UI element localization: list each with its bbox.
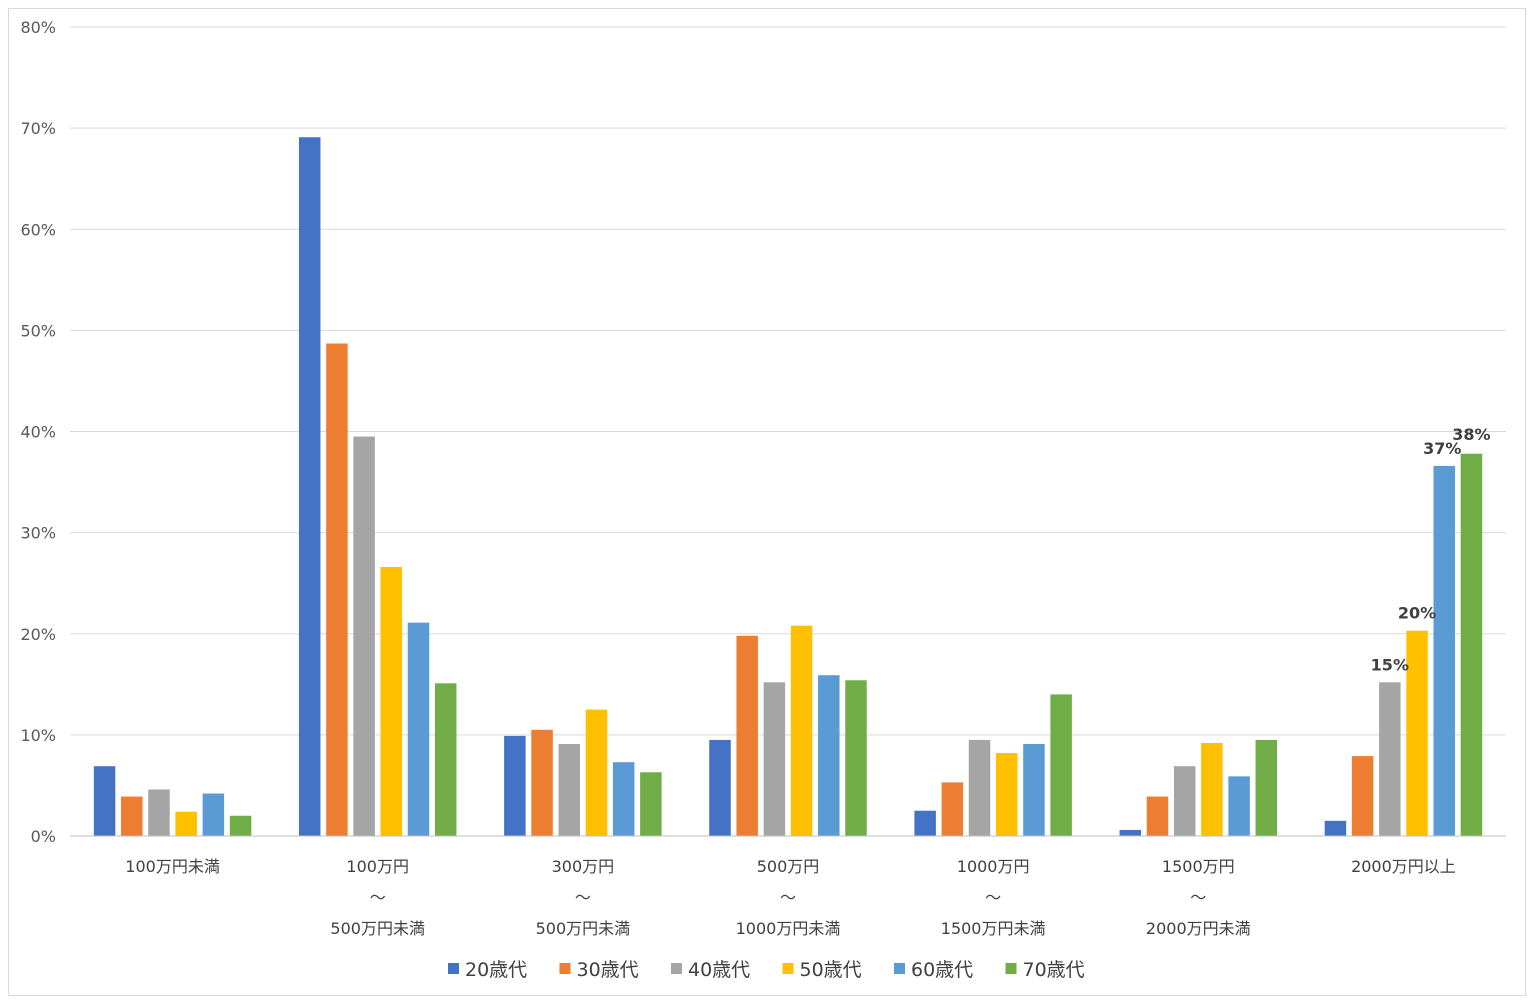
bar-chart: 0% 10% 20% 30% 40% 50% 60% 70% 80% 100万円未満 100万円 ～… <box>0 0 1536 1005</box>
y-tick-label: 0% <box>31 827 56 846</box>
bar <box>435 683 457 836</box>
gridlines <box>70 27 1506 735</box>
category-label: 500万円 <box>757 857 820 876</box>
bar <box>504 736 526 836</box>
bar <box>969 740 991 836</box>
bar <box>121 797 142 836</box>
bar <box>640 772 662 836</box>
legend-label: 50歳代 <box>800 959 862 981</box>
bar <box>148 789 170 836</box>
data-label: 15% <box>1371 655 1409 674</box>
bar <box>1352 756 1374 836</box>
bar <box>531 730 553 836</box>
bar <box>1120 830 1142 836</box>
y-tick-label: 40% <box>20 423 56 442</box>
category-label: ～ <box>780 888 796 907</box>
bar <box>1256 740 1278 836</box>
y-tick-label: 60% <box>20 220 56 239</box>
bar <box>996 753 1018 836</box>
legend-label: 20歳代 <box>465 959 527 981</box>
bar <box>326 344 348 836</box>
y-tick-label: 20% <box>20 625 56 644</box>
bar <box>586 710 608 836</box>
bar <box>1228 776 1250 836</box>
bar <box>1050 694 1072 836</box>
legend-label: 70歳代 <box>1023 959 1085 981</box>
category-label: 1000万円 <box>957 857 1030 876</box>
bar <box>1461 454 1483 836</box>
bar <box>353 437 375 836</box>
bar <box>94 766 116 836</box>
legend-swatch <box>783 963 794 974</box>
bar <box>764 682 786 836</box>
y-tick-label: 30% <box>20 524 56 543</box>
category-label: 1500万円 <box>1162 857 1235 876</box>
y-tick-label: 10% <box>20 726 56 745</box>
category-label: 2000万円以上 <box>1351 857 1456 876</box>
y-tick-label: 80% <box>20 18 56 37</box>
bar <box>1174 766 1196 836</box>
bar <box>845 680 867 836</box>
category-label: 1000万円未満 <box>736 919 841 938</box>
bar <box>613 762 635 836</box>
bar <box>942 782 964 836</box>
bars <box>94 137 1482 836</box>
bar <box>230 816 252 836</box>
bar <box>818 675 840 836</box>
bar <box>1379 682 1401 836</box>
category-labels: 100万円未満 100万円 ～ 500万円未満 300万円 ～ 500万円未満 500万円 ～ 1… <box>125 857 1456 938</box>
bar <box>1023 744 1044 836</box>
legend-swatch <box>560 963 571 974</box>
bar <box>175 812 197 836</box>
data-label: 20% <box>1398 604 1436 623</box>
data-label: 38% <box>1452 425 1490 444</box>
legend-swatch <box>448 963 459 974</box>
category-label: 1500万円未満 <box>941 919 1046 938</box>
category-label: ～ <box>370 888 386 907</box>
bar <box>1406 631 1428 836</box>
category-label: ～ <box>1190 888 1206 907</box>
category-label: 100万円未満 <box>125 857 220 876</box>
legend: 20歳代 30歳代 40歳代 50歳代 60歳代 70歳代 <box>448 959 1085 981</box>
category-label: 500万円未満 <box>330 919 425 938</box>
bar <box>559 744 581 836</box>
legend-label: 60歳代 <box>911 959 973 981</box>
category-label: 500万円未満 <box>536 919 631 938</box>
bar <box>709 740 731 836</box>
bar <box>408 623 430 836</box>
legend-swatch <box>671 963 682 974</box>
category-label: ～ <box>985 888 1001 907</box>
bar <box>736 636 758 836</box>
category-label: 300万円 <box>552 857 615 876</box>
category-label: ～ <box>575 888 591 907</box>
legend-label: 40歳代 <box>688 959 750 981</box>
legend-swatch <box>1006 963 1017 974</box>
bar <box>203 794 225 836</box>
legend-swatch <box>894 963 905 974</box>
category-label: 100万円 <box>346 857 409 876</box>
bar <box>1147 797 1169 836</box>
y-axis-ticks: 0% 10% 20% 30% 40% 50% 60% 70% 80% <box>20 18 56 846</box>
y-tick-label: 70% <box>20 119 56 138</box>
category-label: 2000万円未満 <box>1146 919 1251 938</box>
bar <box>914 811 936 836</box>
bar <box>381 567 403 836</box>
legend-label: 30歳代 <box>577 959 639 981</box>
bar <box>791 626 813 836</box>
bar <box>1201 743 1223 836</box>
bar <box>299 137 321 836</box>
bar <box>1433 466 1455 836</box>
bar <box>1325 821 1347 836</box>
y-tick-label: 50% <box>20 321 56 340</box>
